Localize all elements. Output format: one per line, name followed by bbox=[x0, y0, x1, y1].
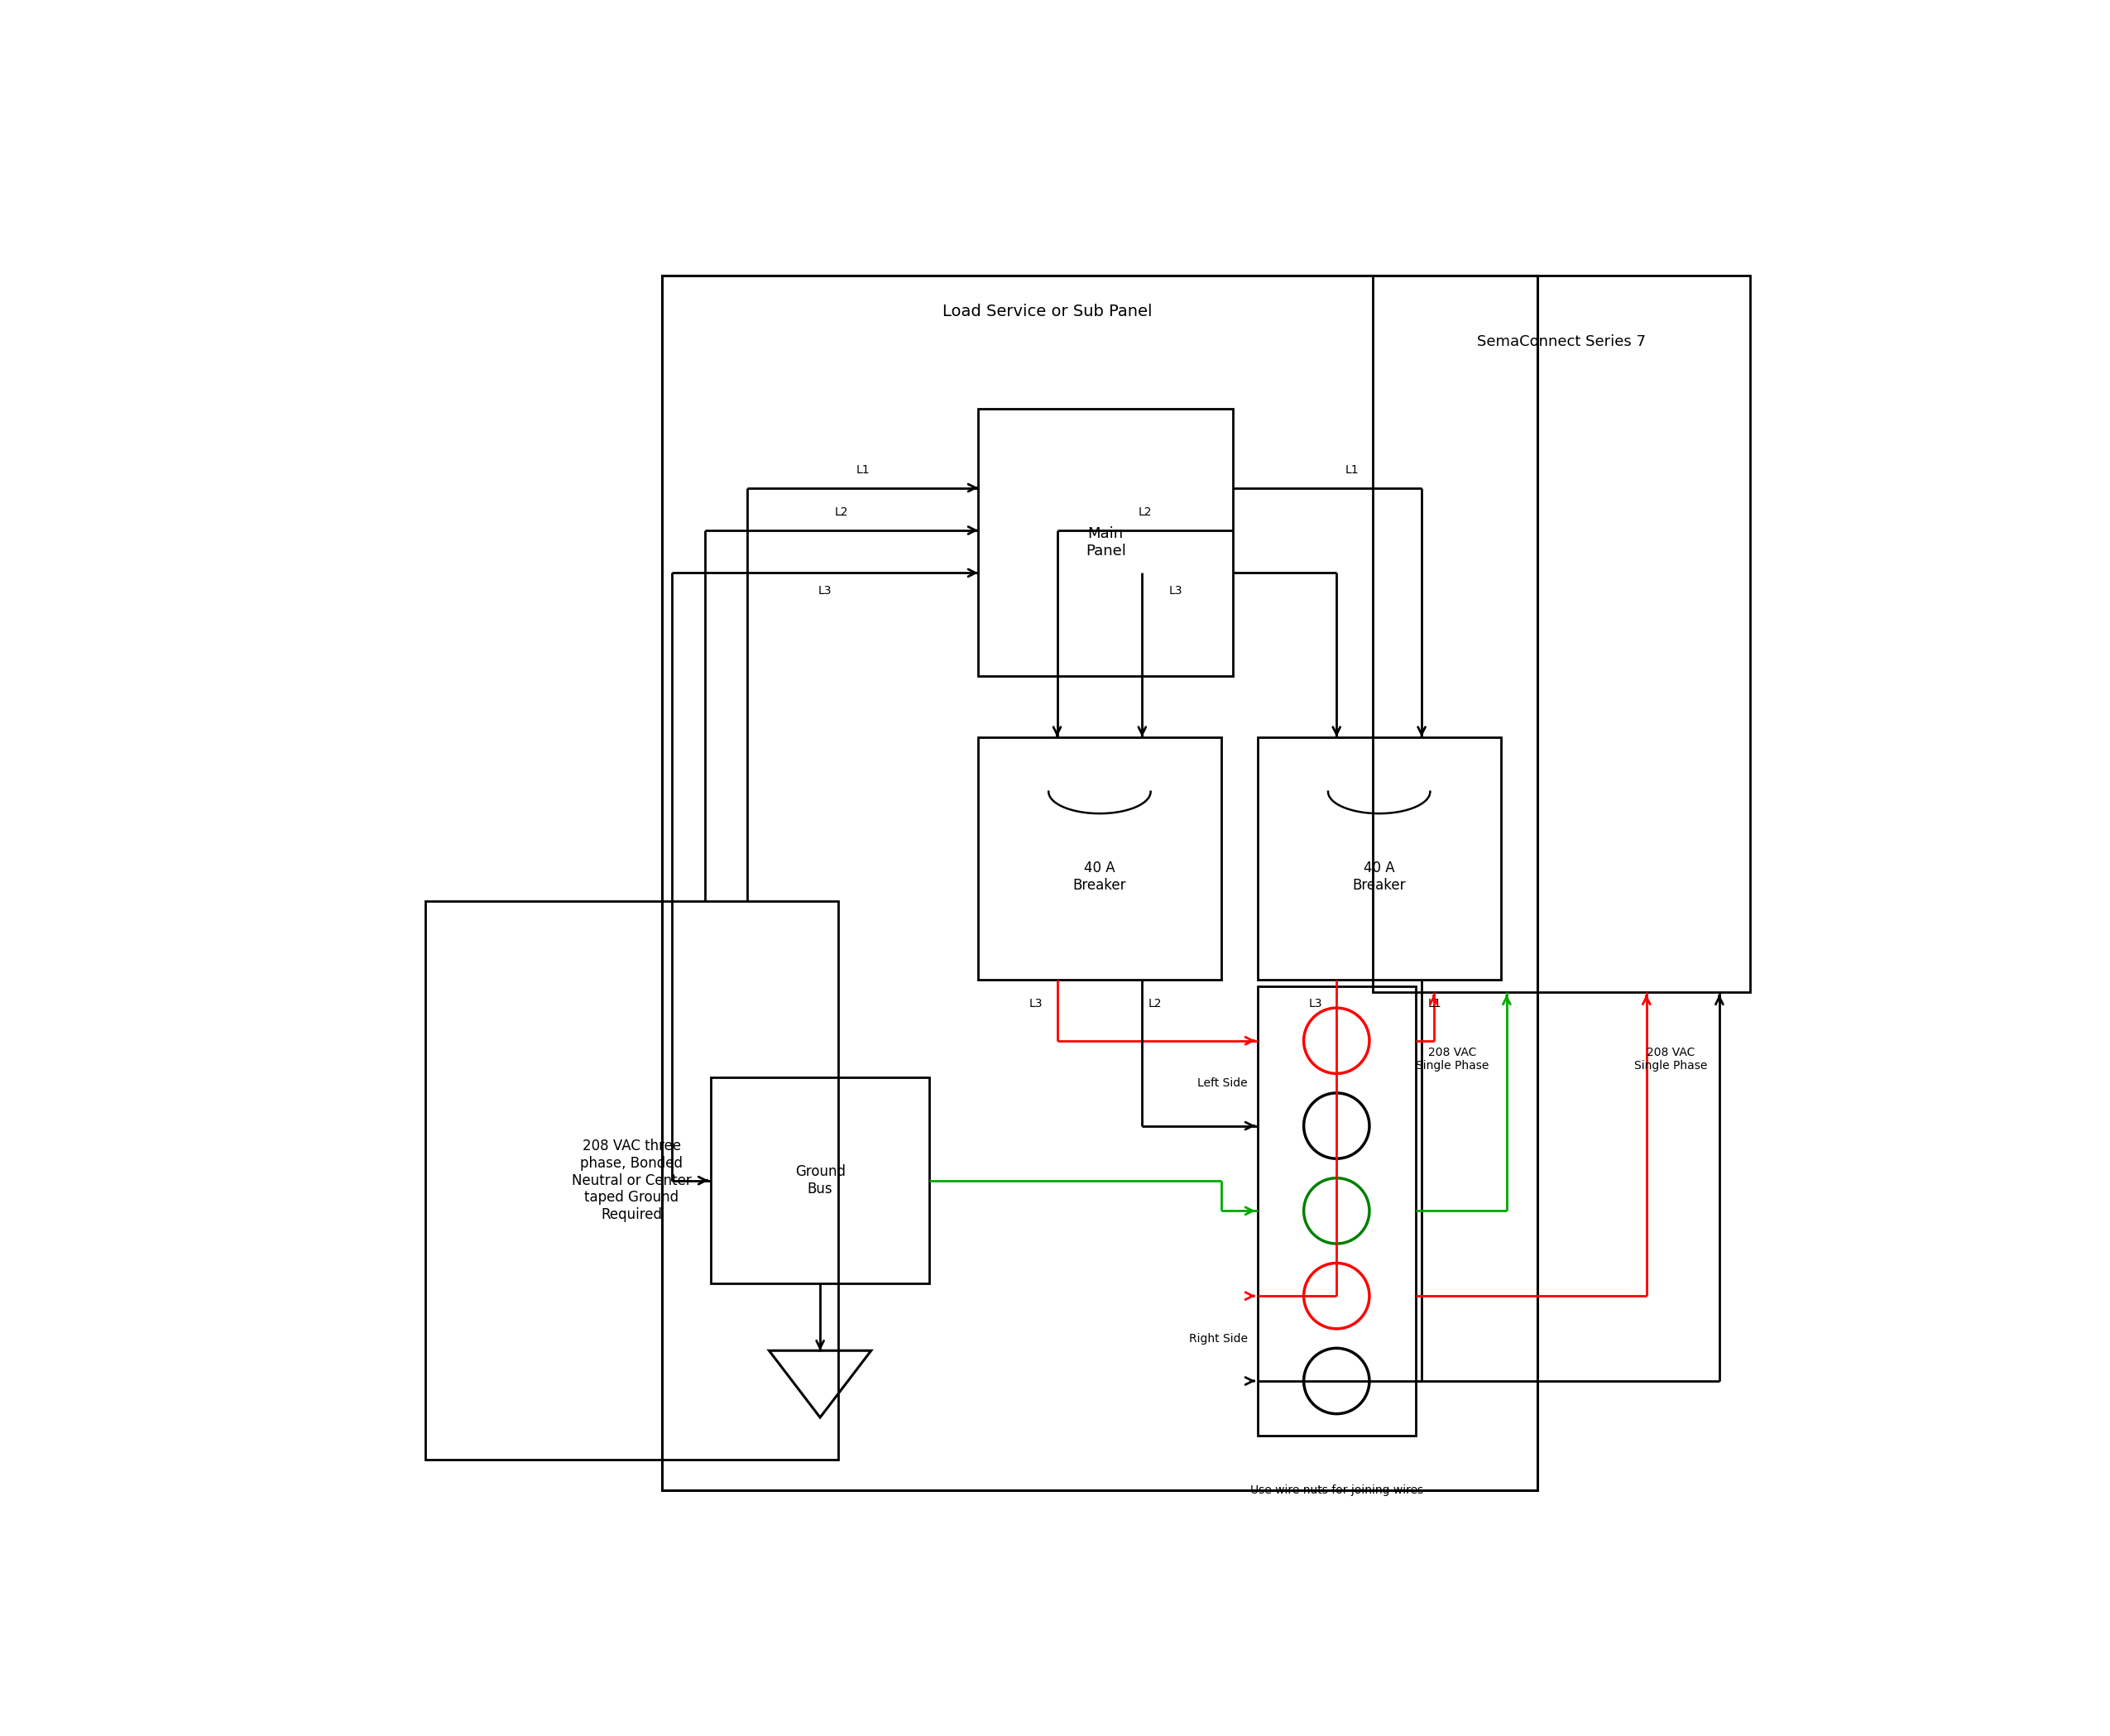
Text: L3: L3 bbox=[819, 585, 831, 597]
Text: 208 VAC
Single Phase: 208 VAC Single Phase bbox=[1633, 1047, 1707, 1071]
Text: L1: L1 bbox=[857, 464, 869, 476]
Text: SemaConnect Series 7: SemaConnect Series 7 bbox=[1477, 335, 1646, 349]
Bar bbox=[663, 274, 1536, 1489]
Text: L3: L3 bbox=[1030, 998, 1042, 1010]
Bar bbox=[1374, 274, 1749, 993]
Bar bbox=[1258, 738, 1500, 979]
Text: L2: L2 bbox=[836, 507, 848, 517]
Text: Use wire nuts for joining wires: Use wire nuts for joining wires bbox=[1249, 1484, 1422, 1496]
Bar bbox=[1258, 986, 1416, 1436]
Text: 40 A
Breaker: 40 A Breaker bbox=[1072, 861, 1127, 892]
Text: L3: L3 bbox=[1308, 998, 1323, 1010]
Bar bbox=[979, 738, 1222, 979]
Text: L2: L2 bbox=[1148, 998, 1163, 1010]
Text: L3: L3 bbox=[1169, 585, 1182, 597]
Text: Ground
Bus: Ground Bus bbox=[795, 1165, 846, 1196]
Text: L2: L2 bbox=[1139, 507, 1152, 517]
Text: 40 A
Breaker: 40 A Breaker bbox=[1353, 861, 1405, 892]
Text: L1: L1 bbox=[1428, 998, 1441, 1010]
Text: Left Side: Left Side bbox=[1198, 1078, 1247, 1088]
Text: Right Side: Right Side bbox=[1190, 1333, 1247, 1344]
Text: 208 VAC three
phase, Bonded
Neutral or Center
taped Ground
Required: 208 VAC three phase, Bonded Neutral or C… bbox=[572, 1139, 692, 1222]
Text: Main
Panel: Main Panel bbox=[1085, 526, 1127, 559]
Bar bbox=[979, 410, 1232, 677]
Bar bbox=[426, 901, 838, 1460]
Text: Load Service or Sub Panel: Load Service or Sub Panel bbox=[943, 304, 1152, 319]
Bar bbox=[711, 1076, 931, 1285]
Text: 208 VAC
Single Phase: 208 VAC Single Phase bbox=[1416, 1047, 1488, 1071]
Text: L1: L1 bbox=[1344, 464, 1359, 476]
